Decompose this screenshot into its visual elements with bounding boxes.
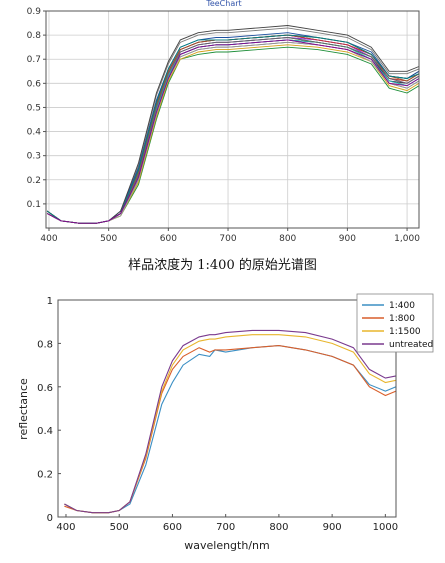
legend-label: untreated [389, 340, 433, 350]
reflectance-chart: 400 500 600 700 800 900 1000 0 0.2 0.4 0.6 0.8 1 wa… [0, 282, 445, 558]
x-tick-label: 900 [323, 522, 342, 533]
legend: 1:400 1:800 1:1500 untreated [356, 293, 434, 353]
x-tick-label: 900 [339, 234, 356, 244]
y-tick-label: 0.1 [27, 200, 41, 210]
y-tick-label: 0.7 [27, 55, 41, 65]
x-axis-label: wavelength/nm [184, 539, 269, 552]
y-tick-label: 0.8 [37, 339, 53, 350]
legend-label: 1:800 [389, 314, 415, 324]
raw-spectra-chart: TeeChart 400 500 600 700 800 900 1,000 0.1 0.2 0… [0, 0, 445, 250]
x-tick-label: 600 [160, 234, 177, 244]
x-tick-label: 500 [110, 522, 129, 533]
y-tick-label: 0.8 [27, 31, 42, 41]
x-tick-label: 500 [100, 234, 117, 244]
x-tick-label: 800 [279, 234, 296, 244]
x-tick-label: 400 [56, 522, 75, 533]
x-tick-label: 700 [216, 522, 235, 533]
y-tick-label: 0 [47, 513, 53, 524]
y-tick-label: 1 [47, 296, 53, 307]
y-tick-label: 0.3 [27, 152, 41, 162]
figure-caption: 样品浓度为 1:400 的原始光谱图 [128, 258, 317, 273]
legend-label: 1:1500 [389, 327, 421, 337]
y-tick-label: 0.6 [37, 383, 53, 394]
x-tick-label: 1000 [373, 522, 398, 533]
plot-frame [45, 10, 420, 229]
y-tick-label: 0.2 [37, 470, 53, 481]
y-tick-label: 0.4 [27, 128, 42, 138]
y-tick-label: 0.6 [27, 79, 42, 89]
x-tick-label: 600 [163, 522, 182, 533]
chart-header: TeeChart [205, 0, 241, 8]
legend-box [356, 293, 434, 353]
y-tick-label: 0.5 [27, 103, 41, 113]
x-tick-label: 400 [40, 234, 57, 244]
x-tick-label: 1,000 [394, 234, 420, 244]
x-tick-label: 700 [219, 234, 236, 244]
legend-label: 1:400 [389, 301, 415, 311]
y-tick-label: 0.2 [27, 176, 41, 186]
series-line-untreated [64, 329, 397, 514]
chart-background [0, 0, 445, 250]
plot-frame [57, 299, 397, 518]
x-tick-label: 800 [269, 522, 288, 533]
y-tick-label: 0.4 [37, 426, 53, 437]
spectrum-line [46, 39, 420, 224]
y-axis-label: reflectance [17, 378, 30, 440]
y-tick-label: 0.9 [27, 7, 42, 17]
